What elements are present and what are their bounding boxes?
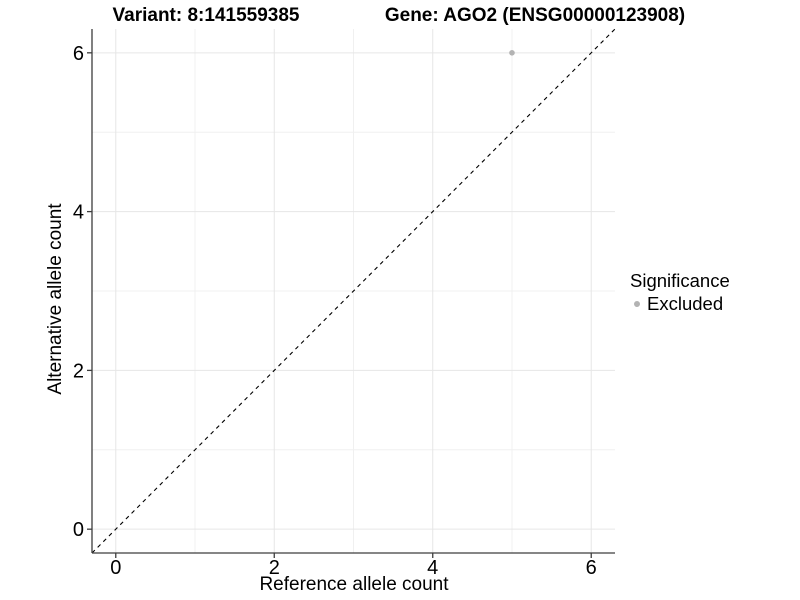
x-tick-label: 0	[110, 557, 121, 579]
y-tick-label: 6	[73, 43, 84, 65]
data-point	[509, 50, 515, 56]
plot-title-gene: Gene: AGO2 (ENSG00000123908)	[384, 5, 686, 26]
y-axis-title: Alternative allele count	[45, 203, 66, 395]
identity-line	[91, 28, 616, 554]
plot-title-variant: Variant: 8:141559385	[112, 5, 300, 26]
y-tick-label: 4	[73, 202, 84, 224]
y-tick-label: 2	[73, 360, 84, 382]
legend-point-icon	[634, 301, 640, 307]
y-tick-label: 0	[73, 519, 84, 541]
legend-item-label: Excluded	[647, 293, 724, 314]
legend-item-excluded: Excluded	[630, 294, 730, 314]
x-tick-label: 4	[427, 557, 438, 579]
x-tick-label: 6	[586, 557, 597, 579]
legend-title: Significance	[630, 270, 730, 291]
legend: Significance Excluded	[630, 271, 730, 314]
x-tick-label: 2	[269, 557, 280, 579]
x-axis-title: Reference allele count	[259, 574, 449, 595]
